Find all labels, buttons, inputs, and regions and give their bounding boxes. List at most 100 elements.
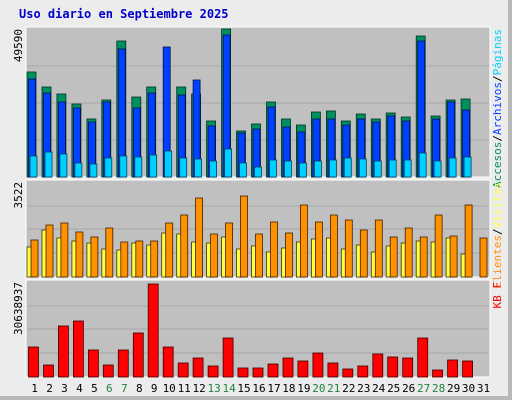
x-tick-label-day-30: 30 bbox=[462, 382, 475, 395]
bar-clientes-day-23 bbox=[360, 230, 367, 277]
bar-paginas-day-8 bbox=[135, 157, 142, 177]
bar-clientes-day-14 bbox=[226, 223, 233, 277]
x-tick-label-day-4: 4 bbox=[76, 382, 83, 395]
bar-kb-day-27 bbox=[418, 338, 428, 377]
bar-kb-day-16 bbox=[253, 368, 263, 377]
bar-paginas-day-21 bbox=[329, 160, 336, 177]
bar-clientes-day-22 bbox=[345, 220, 352, 277]
bar-paginas-day-22 bbox=[344, 158, 351, 177]
bar-paginas-day-23 bbox=[359, 159, 366, 177]
bar-paginas-day-20 bbox=[314, 161, 321, 177]
x-tick-label-day-26: 26 bbox=[402, 382, 415, 395]
bar-clientes-day-17 bbox=[271, 222, 278, 277]
bar-clientes-day-31 bbox=[480, 238, 487, 277]
bar-kb-day-5 bbox=[88, 350, 98, 377]
bar-clientes-day-21 bbox=[330, 215, 337, 277]
bar-kb-day-24 bbox=[373, 354, 383, 377]
bar-paginas-day-1 bbox=[30, 156, 37, 177]
bar-paginas-day-11 bbox=[180, 158, 187, 177]
bar-clientes-day-11 bbox=[181, 215, 188, 277]
x-tick-label-day-17: 17 bbox=[267, 382, 280, 395]
x-tick-label-day-5: 5 bbox=[91, 382, 98, 395]
bar-paginas-day-30 bbox=[464, 157, 471, 177]
x-tick-label-day-18: 18 bbox=[282, 382, 295, 395]
bar-paginas-day-16 bbox=[255, 167, 262, 177]
legend-visitors: Clientes/Visitas bbox=[491, 182, 504, 288]
y-max-label-kb: 30638937 bbox=[12, 282, 25, 335]
bar-clientes-day-2 bbox=[46, 225, 53, 277]
legend-part-accesses-1: / bbox=[491, 135, 504, 142]
bar-paginas-day-14 bbox=[225, 149, 232, 177]
bar-clientes-day-8 bbox=[136, 241, 143, 277]
bar-clientes-day-6 bbox=[106, 228, 113, 277]
bar-kb-day-19 bbox=[298, 361, 308, 377]
x-tick-label-day-25: 25 bbox=[387, 382, 400, 395]
bar-kb-day-6 bbox=[103, 365, 113, 377]
x-tick-label-day-15: 15 bbox=[237, 382, 250, 395]
x-tick-label-day-22: 22 bbox=[342, 382, 355, 395]
bar-kb-day-21 bbox=[328, 363, 338, 377]
x-tick-label-day-28: 28 bbox=[432, 382, 445, 395]
bar-kb-day-11 bbox=[178, 363, 188, 377]
bar-clientes-day-15 bbox=[241, 196, 248, 277]
bar-kb-day-28 bbox=[433, 370, 443, 377]
bar-clientes-day-12 bbox=[196, 198, 203, 277]
bar-kb-day-10 bbox=[163, 347, 173, 377]
x-tick-label-day-13: 13 bbox=[207, 382, 220, 395]
bar-kb-day-17 bbox=[268, 364, 278, 377]
x-tick-label-day-2: 2 bbox=[46, 382, 53, 395]
bar-paginas-day-6 bbox=[105, 158, 112, 177]
bar-clientes-day-25 bbox=[390, 237, 397, 277]
bar-clientes-day-4 bbox=[76, 232, 83, 277]
y-max-label-accesses: 49590 bbox=[12, 29, 25, 62]
bar-clientes-day-26 bbox=[405, 228, 412, 277]
bar-paginas-day-29 bbox=[449, 158, 456, 177]
bar-paginas-day-25 bbox=[389, 160, 396, 177]
bar-clientes-day-1 bbox=[31, 240, 38, 277]
bar-paginas-day-13 bbox=[210, 161, 217, 177]
x-tick-label-day-1: 1 bbox=[31, 382, 38, 395]
bar-kb-day-20 bbox=[313, 353, 323, 377]
x-tick-label-day-6: 6 bbox=[106, 382, 113, 395]
bar-clientes-day-10 bbox=[166, 223, 173, 277]
bar-paginas-day-17 bbox=[270, 160, 277, 177]
bar-kb-day-30 bbox=[463, 361, 473, 377]
legend-part-visitors-0: Clientes bbox=[491, 235, 504, 288]
bar-kb-day-12 bbox=[193, 358, 203, 377]
bar-kb-day-15 bbox=[238, 368, 248, 377]
x-tick-label-day-3: 3 bbox=[61, 382, 68, 395]
bar-paginas-day-10 bbox=[165, 151, 172, 177]
bar-paginas-day-5 bbox=[90, 164, 97, 177]
bar-paginas-day-7 bbox=[120, 156, 127, 177]
bar-clientes-day-20 bbox=[315, 222, 322, 277]
bar-kb-day-25 bbox=[388, 357, 398, 377]
x-tick-label-day-21: 21 bbox=[327, 382, 340, 395]
x-tick-label-day-11: 11 bbox=[178, 382, 191, 395]
bar-kb-day-4 bbox=[73, 321, 83, 377]
bar-clientes-day-18 bbox=[286, 233, 293, 277]
bar-clientes-day-9 bbox=[151, 241, 158, 277]
x-tick-label-day-29: 29 bbox=[447, 382, 460, 395]
x-tick-label-day-20: 20 bbox=[312, 382, 325, 395]
bar-kb-day-29 bbox=[448, 360, 458, 377]
bar-kb-day-9 bbox=[148, 284, 158, 377]
x-tick-label-day-7: 7 bbox=[121, 382, 128, 395]
bar-kb-day-8 bbox=[133, 333, 143, 377]
bar-kb-day-13 bbox=[208, 366, 218, 377]
bar-clientes-day-28 bbox=[435, 215, 442, 277]
legend-kb: KB F bbox=[491, 282, 504, 309]
bar-paginas-day-9 bbox=[150, 155, 157, 177]
bar-kb-day-18 bbox=[283, 358, 293, 377]
bar-kb-day-22 bbox=[343, 369, 353, 377]
bar-clientes-day-3 bbox=[61, 223, 68, 277]
bar-paginas-day-27 bbox=[419, 153, 426, 177]
x-tick-label-day-14: 14 bbox=[222, 382, 236, 395]
x-tick-label-day-19: 19 bbox=[297, 382, 310, 395]
x-tick-label-day-16: 16 bbox=[252, 382, 265, 395]
legend-part-visitors-2: Visitas bbox=[491, 182, 504, 228]
bar-clientes-day-13 bbox=[211, 234, 218, 277]
bar-kb-day-2 bbox=[44, 365, 54, 377]
legend-part-accesses-2: Archivos bbox=[491, 82, 504, 135]
bar-clientes-day-5 bbox=[91, 237, 98, 277]
bar-paginas-day-28 bbox=[434, 161, 441, 177]
